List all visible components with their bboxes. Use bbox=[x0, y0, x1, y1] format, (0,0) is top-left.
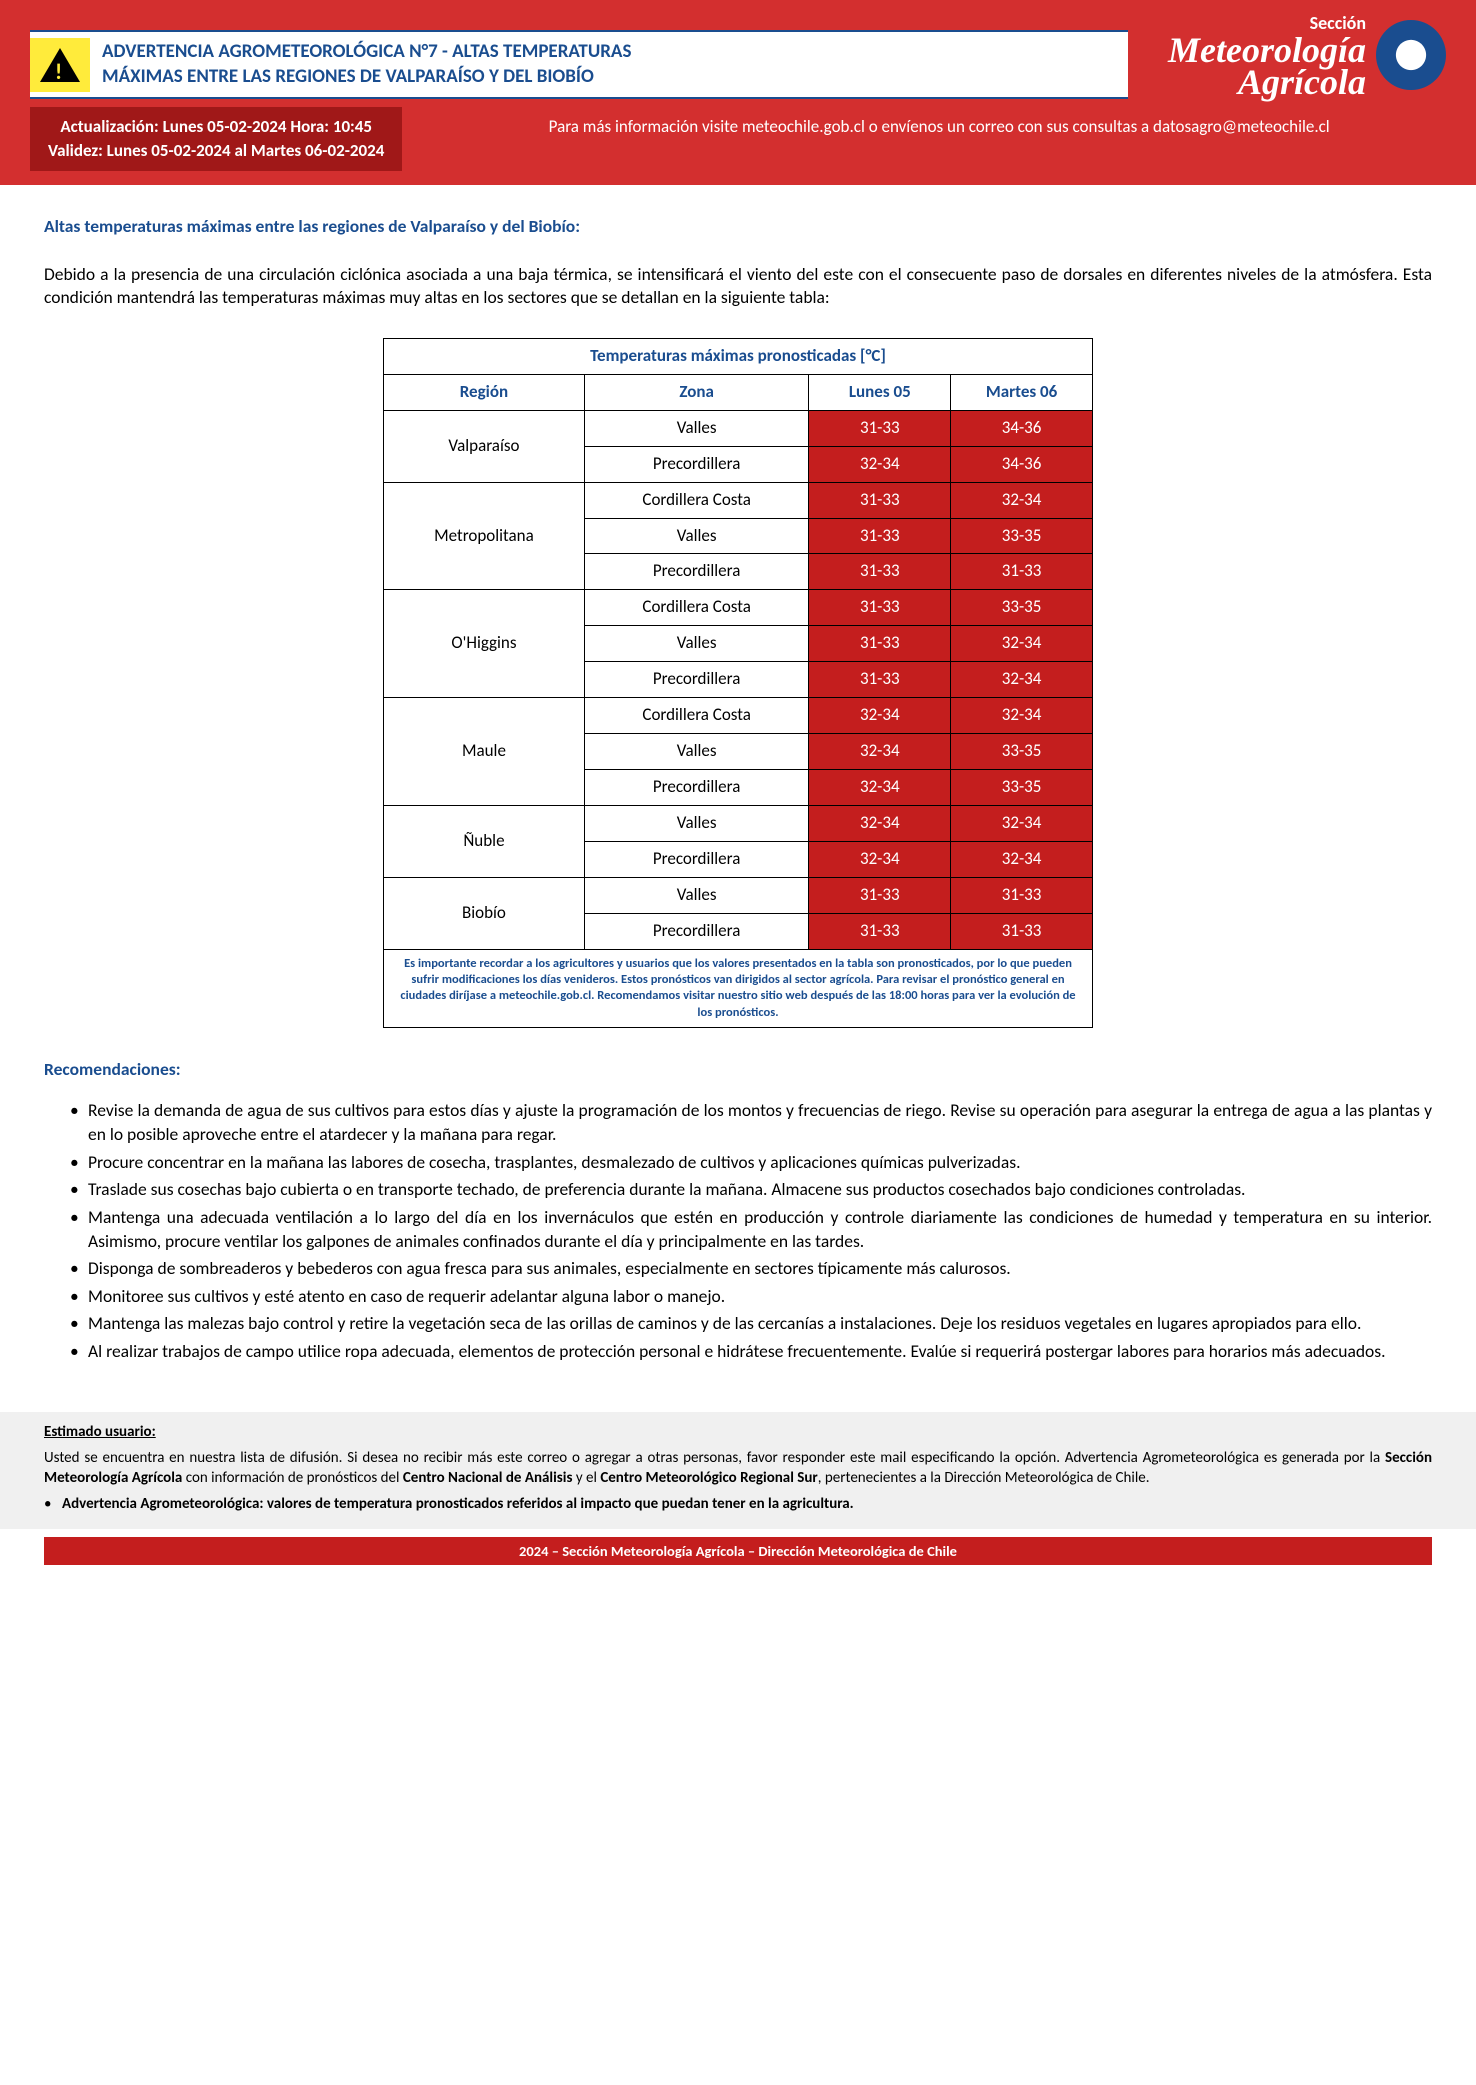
zone-cell: Precordillera bbox=[584, 662, 809, 698]
recommendation-item: Monitoree sus cultivos y esté atento en … bbox=[70, 1285, 1432, 1309]
update-validity-box: Actualización: Lunes 05-02-2024 Hora: 10… bbox=[30, 107, 402, 171]
recommendation-item: Procure concentrar en la mañana las labo… bbox=[70, 1151, 1432, 1175]
region-cell: Biobío bbox=[384, 877, 585, 949]
value-cell: 31-33 bbox=[809, 482, 951, 518]
info-bar: Actualización: Lunes 05-02-2024 Hora: 10… bbox=[0, 107, 1476, 185]
value-cell: 32-34 bbox=[951, 662, 1093, 698]
zone-cell: Valles bbox=[584, 806, 809, 842]
col-region: Región bbox=[384, 374, 585, 410]
validity-text: Validez: Lunes 05-02-2024 al Martes 06-0… bbox=[48, 139, 384, 163]
region-cell: Maule bbox=[384, 698, 585, 806]
recommendations-title: Recomendaciones: bbox=[44, 1058, 1432, 1082]
value-cell: 31-33 bbox=[809, 913, 951, 949]
zone-cell: Valles bbox=[584, 410, 809, 446]
brand-line2: Agrícola bbox=[1168, 66, 1366, 98]
value-cell: 32-34 bbox=[951, 806, 1093, 842]
value-cell: 31-33 bbox=[951, 913, 1093, 949]
bottom-bar: 2024 – Sección Meteorología Agrícola – D… bbox=[44, 1537, 1432, 1565]
value-cell: 32-34 bbox=[809, 446, 951, 482]
table-row: O'HigginsCordillera Costa31-3333-35 bbox=[384, 590, 1093, 626]
table-note: Es importante recordar a los agricultore… bbox=[384, 949, 1093, 1027]
recommendation-item: Revise la demanda de agua de sus cultivo… bbox=[70, 1099, 1432, 1146]
header-brand: Sección Meteorología Agrícola bbox=[1168, 12, 1446, 99]
region-cell: O'Higgins bbox=[384, 590, 585, 698]
zone-cell: Valles bbox=[584, 877, 809, 913]
subtitle: Altas temperaturas máximas entre las reg… bbox=[44, 215, 1432, 239]
value-cell: 32-34 bbox=[951, 626, 1093, 662]
zone-cell: Precordillera bbox=[584, 841, 809, 877]
value-cell: 32-34 bbox=[951, 482, 1093, 518]
region-cell: Metropolitana bbox=[384, 482, 585, 590]
value-cell: 31-33 bbox=[809, 626, 951, 662]
header-title-line2: MÁXIMAS ENTRE LAS REGIONES DE VALPARAÍSO… bbox=[102, 65, 631, 90]
table-row: BiobíoValles31-3331-33 bbox=[384, 877, 1093, 913]
value-cell: 31-33 bbox=[809, 410, 951, 446]
footer-title: Estimado usuario: bbox=[44, 1422, 1432, 1442]
warning-icon bbox=[30, 38, 90, 92]
value-cell: 32-34 bbox=[809, 770, 951, 806]
recommendation-item: Disponga de sombreaderos y bebederos con… bbox=[70, 1257, 1432, 1281]
forecast-table: Temperaturas máximas pronosticadas [°C] … bbox=[383, 338, 1093, 1028]
value-cell: 32-34 bbox=[951, 841, 1093, 877]
value-cell: 31-33 bbox=[809, 590, 951, 626]
value-cell: 32-34 bbox=[809, 841, 951, 877]
table-row: MauleCordillera Costa32-3432-34 bbox=[384, 698, 1093, 734]
value-cell: 32-34 bbox=[809, 698, 951, 734]
zone-cell: Cordillera Costa bbox=[584, 698, 809, 734]
recommendation-item: Traslade sus cosechas bajo cubierta o en… bbox=[70, 1178, 1432, 1202]
zone-cell: Precordillera bbox=[584, 913, 809, 949]
table-caption: Temperaturas máximas pronosticadas [°C] bbox=[384, 338, 1093, 374]
value-cell: 31-33 bbox=[809, 662, 951, 698]
logo-icon bbox=[1376, 20, 1446, 90]
intro-text: Debido a la presencia de una circulación… bbox=[44, 263, 1432, 310]
header-title-line1: ADVERTENCIA AGROMETEOROLÓGICA N°7 - ALTA… bbox=[102, 40, 631, 65]
col-day1: Lunes 05 bbox=[809, 374, 951, 410]
zone-cell: Precordillera bbox=[584, 446, 809, 482]
value-cell: 31-33 bbox=[951, 877, 1093, 913]
recommendation-item: Mantenga una adecuada ventilación a lo l… bbox=[70, 1206, 1432, 1253]
col-day2: Martes 06 bbox=[951, 374, 1093, 410]
table-row: ValparaísoValles31-3334-36 bbox=[384, 410, 1093, 446]
recommendation-item: Al realizar trabajos de campo utilice ro… bbox=[70, 1340, 1432, 1364]
table-row: ÑubleValles32-3432-34 bbox=[384, 806, 1093, 842]
zone-cell: Valles bbox=[584, 518, 809, 554]
value-cell: 34-36 bbox=[951, 410, 1093, 446]
value-cell: 33-35 bbox=[951, 518, 1093, 554]
value-cell: 34-36 bbox=[951, 446, 1093, 482]
more-info-text: Para más información visite meteochile.g… bbox=[432, 107, 1446, 171]
footer-text: Usted se encuentra en nuestra lista de d… bbox=[44, 1448, 1432, 1489]
value-cell: 32-34 bbox=[809, 734, 951, 770]
table-row: MetropolitanaCordillera Costa31-3332-34 bbox=[384, 482, 1093, 518]
zone-cell: Cordillera Costa bbox=[584, 482, 809, 518]
footer-bullet: Advertencia Agrometeorológica: valores d… bbox=[44, 1494, 1432, 1514]
value-cell: 31-33 bbox=[809, 877, 951, 913]
content: Altas temperaturas máximas entre las reg… bbox=[0, 185, 1476, 1388]
col-zone: Zona bbox=[584, 374, 809, 410]
zone-cell: Valles bbox=[584, 626, 809, 662]
value-cell: 33-35 bbox=[951, 590, 1093, 626]
update-text: Actualización: Lunes 05-02-2024 Hora: 10… bbox=[48, 115, 384, 139]
zone-cell: Precordillera bbox=[584, 770, 809, 806]
value-cell: 31-33 bbox=[951, 554, 1093, 590]
zone-cell: Cordillera Costa bbox=[584, 590, 809, 626]
zone-cell: Precordillera bbox=[584, 554, 809, 590]
value-cell: 33-35 bbox=[951, 770, 1093, 806]
value-cell: 33-35 bbox=[951, 734, 1093, 770]
region-cell: Ñuble bbox=[384, 806, 585, 878]
header-title: ADVERTENCIA AGROMETEOROLÓGICA N°7 - ALTA… bbox=[102, 36, 631, 93]
recommendations-list: Revise la demanda de agua de sus cultivo… bbox=[44, 1099, 1432, 1363]
footer-block: Estimado usuario: Usted se encuentra en … bbox=[0, 1412, 1476, 1529]
zone-cell: Valles bbox=[584, 734, 809, 770]
region-cell: Valparaíso bbox=[384, 410, 585, 482]
value-cell: 32-34 bbox=[809, 806, 951, 842]
value-cell: 31-33 bbox=[809, 518, 951, 554]
value-cell: 31-33 bbox=[809, 554, 951, 590]
recommendation-item: Mantenga las malezas bajo control y reti… bbox=[70, 1312, 1432, 1336]
header: ADVERTENCIA AGROMETEOROLÓGICA N°7 - ALTA… bbox=[0, 0, 1476, 107]
value-cell: 32-34 bbox=[951, 698, 1093, 734]
header-title-box: ADVERTENCIA AGROMETEOROLÓGICA N°7 - ALTA… bbox=[30, 30, 1128, 99]
